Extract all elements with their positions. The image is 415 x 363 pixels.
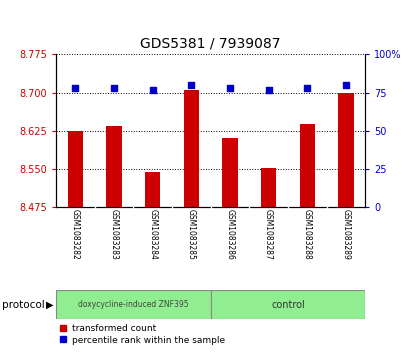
Bar [106,126,122,207]
Point [149,87,156,93]
Text: GSM1083289: GSM1083289 [342,209,350,260]
Text: GSM1083287: GSM1083287 [264,209,273,260]
Title: GDS5381 / 7939087: GDS5381 / 7939087 [140,37,281,50]
Bar [338,93,354,207]
Bar [210,290,365,319]
Text: GSM1083282: GSM1083282 [71,209,80,260]
Bar [183,90,199,207]
Text: GSM1083283: GSM1083283 [110,209,119,260]
Point [342,82,349,88]
Bar [68,131,83,207]
Bar [300,124,315,207]
Point [227,85,233,91]
Text: GSM1083288: GSM1083288 [303,209,312,260]
Text: protocol: protocol [2,300,45,310]
Bar [145,172,160,207]
Text: GSM1083286: GSM1083286 [225,209,234,260]
Text: GSM1083284: GSM1083284 [148,209,157,260]
Legend: transformed count, percentile rank within the sample: transformed count, percentile rank withi… [61,324,225,344]
Point [188,82,195,88]
Point [72,85,79,91]
Bar [261,168,276,207]
Point [111,85,117,91]
Text: doxycycline-induced ZNF395: doxycycline-induced ZNF395 [78,301,189,309]
Bar [56,290,210,319]
Text: ▶: ▶ [46,300,53,310]
Point [304,85,310,91]
Point [265,87,272,93]
Text: control: control [271,300,305,310]
Bar [222,138,238,207]
Text: GSM1083285: GSM1083285 [187,209,196,260]
